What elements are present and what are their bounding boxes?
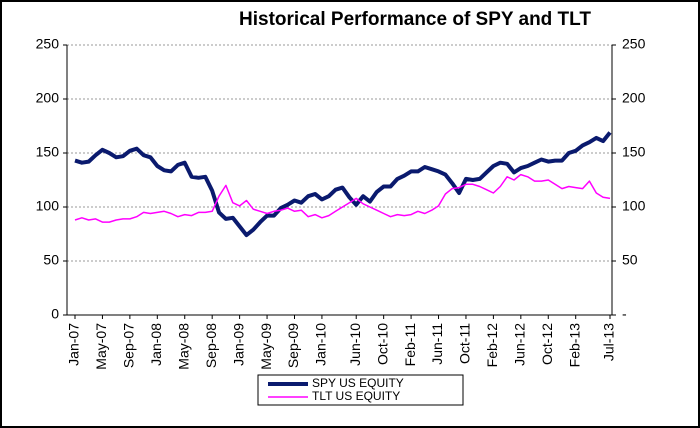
x-tick-label: Feb-13: [566, 323, 582, 368]
x-tick-label: Sep-07: [121, 323, 137, 368]
x-tick-label: Sep-08: [203, 323, 219, 368]
x-tick-label: May-07: [93, 323, 109, 370]
x-tick-label: Feb-12: [484, 323, 500, 368]
x-tick-label: Sep-09: [285, 323, 301, 368]
x-tick-label: Jun-11: [429, 323, 445, 365]
x-tick-label: Oct-10: [374, 323, 390, 365]
y2-tick-label: 200: [622, 90, 646, 106]
x-tick-label: Oct-12: [539, 323, 555, 365]
x-tick-label: Jun-12: [512, 323, 528, 366]
y-tick-label: 150: [36, 144, 60, 160]
x-tick-label: Jan-10: [313, 323, 329, 366]
x-tick-label: May-09: [258, 323, 274, 370]
x-tick-label: Jan-09: [230, 323, 246, 366]
x-tick-label: Jan-08: [148, 323, 164, 366]
x-tick-label: Feb-11: [402, 323, 418, 367]
y2-tick-label: 50: [622, 252, 638, 268]
y2-tick-label: 250: [622, 36, 646, 52]
legend-box: [257, 374, 464, 406]
series-line: [74, 131, 612, 238]
chart-title: Historical Performance of SPY and TLT: [239, 9, 591, 30]
legend-label: SPY US EQUITY: [312, 376, 404, 390]
x-tick-label: Jan-07: [66, 323, 82, 366]
x-tick-label: Oct-11: [457, 323, 473, 364]
x-tick-label: Jul-13: [601, 323, 617, 361]
y-tick-label: 100: [36, 198, 60, 214]
x-tick-label: Jun-10: [347, 323, 363, 366]
y-tick-label: 50: [43, 252, 59, 268]
y-tick-label: 200: [36, 90, 60, 106]
x-tick-label: May-08: [175, 323, 191, 370]
y-tick-label: 250: [36, 36, 60, 52]
series-line: [74, 173, 611, 223]
y2-tick-label: -: [622, 306, 627, 322]
legend-label: TLT US EQUITY: [312, 389, 400, 403]
y2-tick-label: 150: [622, 144, 646, 160]
y-tick-label: 0: [51, 306, 59, 322]
y2-tick-label: 100: [622, 198, 646, 214]
